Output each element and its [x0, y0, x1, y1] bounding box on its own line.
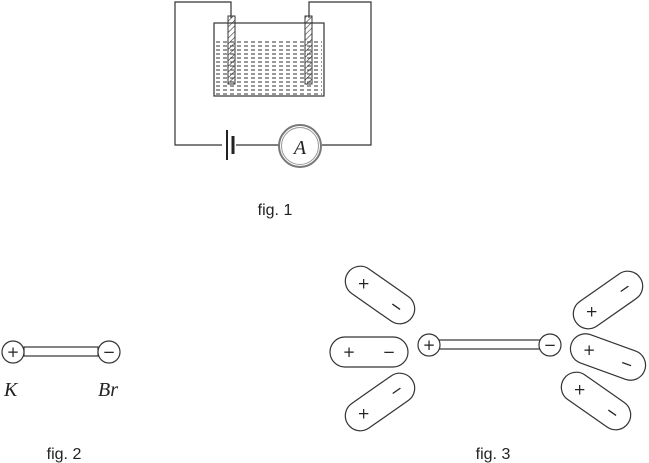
central-positive-ion [417, 333, 441, 357]
bond [23, 346, 99, 357]
bromine-ion [97, 340, 121, 364]
water-dipole: +− [344, 265, 416, 325]
circuit-wire-right [308, 1, 372, 146]
dipole-capsule [329, 336, 409, 368]
dipole-capsule [344, 265, 416, 325]
dipole-positive-end: + [573, 381, 586, 399]
electrode-left [227, 15, 236, 85]
water-dipole: +− [329, 336, 409, 368]
ammeter-inner-ring [281, 127, 319, 165]
central-positive-charge: + [423, 336, 436, 354]
fig1-circuit: A fig. 1 [174, 1, 372, 219]
circuit-wire-left [174, 1, 232, 146]
dipole-positive-end: + [343, 343, 356, 361]
central-negative-ion [538, 333, 562, 357]
dipole-negative-end: − [383, 343, 396, 361]
dipole-negative-end: − [618, 353, 636, 374]
dipole-positive-end: + [585, 302, 598, 320]
electrode-right [304, 15, 313, 85]
dipole-capsule [560, 371, 632, 431]
dipole-positive-end: + [357, 275, 370, 293]
central-negative-charge: − [544, 336, 557, 354]
potassium-ion [1, 340, 25, 364]
bromine-charge: − [103, 343, 116, 361]
dipole-positive-end: + [583, 341, 596, 359]
dipole-capsule [572, 270, 644, 330]
fig2-kbr-molecule: + − K Br fig. 2 [1, 340, 121, 463]
potassium-label: K [3, 379, 19, 401]
ammeter-symbol: A [292, 137, 307, 159]
dipole-capsule [569, 333, 647, 381]
potassium-charge: + [7, 343, 20, 361]
dipole-positive-end: + [357, 404, 370, 422]
fig2-caption: fig. 2 [47, 446, 82, 463]
ammeter-outer-ring [278, 124, 322, 168]
water-dipoles: +−+ −+−+−+−+− [329, 265, 647, 432]
water-dipole: +− [560, 371, 632, 431]
water-dipole: +− [569, 333, 647, 381]
central-bond [438, 339, 541, 350]
fig3-solvation: + − +−+ −+−+−+−+− fig. 3 [329, 265, 647, 463]
water-dipole: +− [572, 270, 644, 330]
ammeter: A [278, 124, 322, 168]
fig3-caption: fig. 3 [476, 446, 511, 463]
bromine-label: Br [98, 379, 118, 401]
fig1-caption: fig. 1 [258, 202, 293, 219]
dipole-capsule [344, 372, 416, 432]
water-dipole: +− [344, 372, 416, 432]
